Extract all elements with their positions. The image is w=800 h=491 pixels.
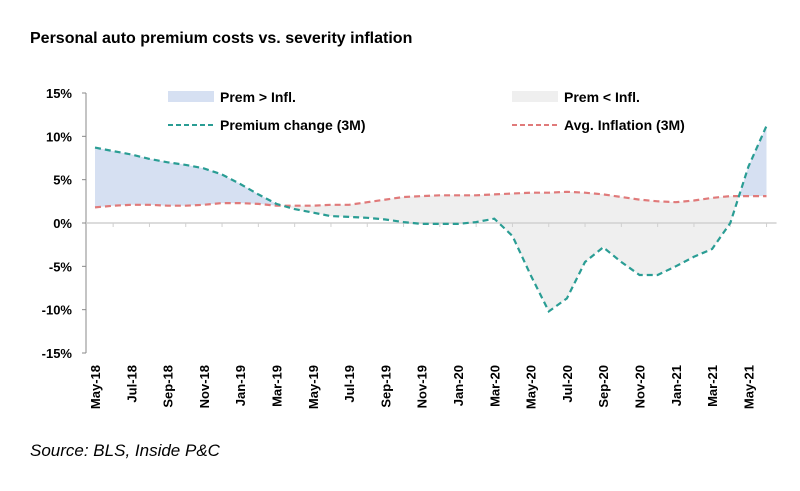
legend-swatch-prem-above [168,91,214,102]
legend-swatch-prem-below [512,91,558,102]
x-tick-label: May-18 [88,365,103,409]
y-tick-label: -10% [42,303,73,318]
line-premium-change [94,125,768,314]
y-tick-label: 15% [46,86,72,101]
legend-label-premium: Premium change (3M) [220,117,365,133]
chart-title: Personal auto premium costs vs. severity… [30,30,413,47]
x-tick-label: May-21 [741,365,756,409]
x-tick-label: Sep-19 [378,365,393,408]
x-tick-label: Nov-19 [415,365,430,408]
x-tick-label: May-20 [524,365,539,409]
x-tick-label: Sep-20 [596,365,611,408]
x-tick-label: Sep-18 [161,365,176,408]
x-tick-label: Nov-20 [633,365,648,408]
y-tick-label: 5% [53,173,72,188]
x-tick-label: Mar-19 [270,365,285,407]
x-tick-label: Jul-20 [560,365,575,403]
y-tick-label: 10% [46,129,72,144]
line-avg-inflation [94,190,767,209]
y-tick-label: -15% [42,346,73,361]
legend-label-prem-below: Prem < Infl. [564,89,640,105]
y-tick-label: -5% [49,259,73,274]
y-tick-label: 0% [53,216,72,231]
x-tick-label: Mar-20 [487,365,502,407]
legend: Prem > Infl. Premium change (3M) Prem < … [168,89,685,133]
x-tick-label: Jul-19 [342,365,357,403]
x-tick-label: Nov-18 [197,365,212,408]
x-tick-label: Mar-21 [705,365,720,407]
x-tick-label: May-19 [306,365,321,409]
x-tick-label: Jan-19 [233,365,248,406]
x-tick-label: Jan-21 [669,365,684,406]
area-prem-below-infl [95,191,767,312]
x-tick-label: Jan-20 [451,365,466,406]
source-note: Source: BLS, Inside P&C [30,441,220,460]
legend-label-prem-above: Prem > Infl. [220,89,296,105]
legend-label-inflation: Avg. Inflation (3M) [564,117,685,133]
x-tick-label: Jul-18 [124,365,139,403]
